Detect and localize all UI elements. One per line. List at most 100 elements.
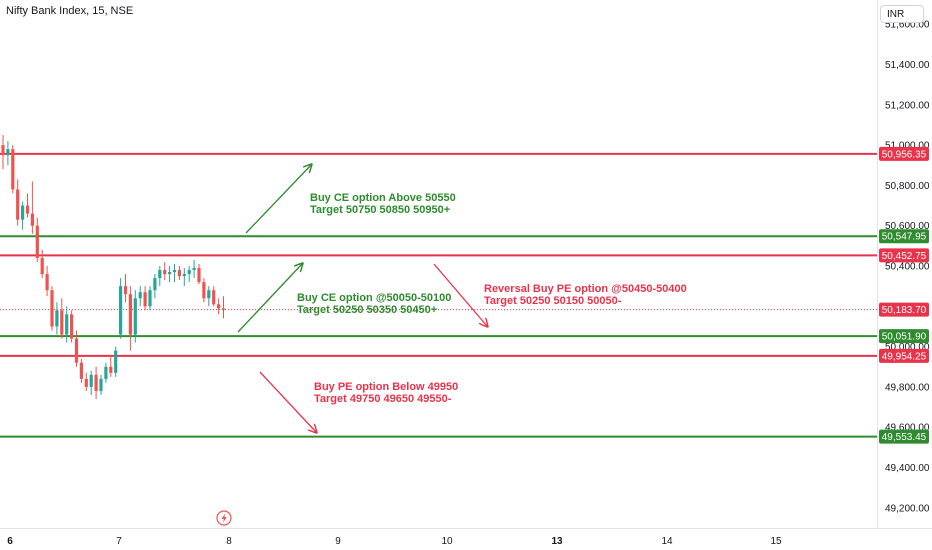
horizontal-levels	[0, 152, 877, 438]
time-axis[interactable]: 6 7 8 9 10 13 14 15	[0, 528, 932, 548]
x-tick-label: 10	[441, 536, 453, 547]
x-tick-label: 14	[661, 536, 673, 547]
candle-body	[30, 213, 34, 226]
y-tick-label: 51,000.00	[885, 141, 930, 152]
candle	[172, 264, 177, 283]
candle	[119, 278, 123, 339]
candle-body	[138, 292, 142, 299]
candle	[1, 135, 5, 170]
candle-body	[163, 270, 167, 275]
candle-body	[99, 378, 103, 391]
level-price-tag: 49,954.25	[879, 348, 929, 363]
x-tick-label: 8	[226, 536, 232, 547]
x-tick-label: 15	[770, 536, 782, 547]
x-tick-label: 6	[7, 536, 13, 547]
level-price-tag: 50,956.35	[879, 146, 929, 161]
candle	[153, 274, 157, 299]
candle	[123, 274, 128, 303]
candle-body	[168, 272, 172, 275]
candle	[114, 346, 118, 377]
candle	[212, 286, 216, 307]
candle	[11, 145, 15, 194]
candle-body	[119, 286, 123, 335]
candle	[138, 286, 142, 307]
candle	[133, 290, 137, 343]
candle-body	[114, 350, 118, 373]
candle-body	[133, 298, 137, 335]
y-tick-label: 51,400.00	[885, 60, 930, 71]
candle-body	[55, 310, 59, 327]
annotation-line: Target 50250 50350 50450+	[297, 304, 437, 316]
candle-body	[1, 145, 5, 156]
level-price-tag: 49,553.45	[879, 429, 929, 444]
price-tag-label: 50,183.70	[882, 305, 927, 316]
candle	[207, 286, 211, 307]
candle	[60, 298, 64, 339]
candle	[89, 370, 93, 395]
candle	[70, 310, 74, 343]
candle	[104, 362, 108, 383]
price-axis[interactable]: 51,600.00 51,400.00 51,200.00 51,000.00 50,8…	[877, 0, 930, 528]
y-tick-label: 51,600.00	[885, 20, 930, 31]
candle-body	[153, 278, 157, 291]
y-tick-label: 51,200.00	[885, 100, 930, 111]
candle-body	[104, 366, 108, 379]
candle	[163, 261, 167, 281]
lightning-bolt	[221, 513, 227, 523]
candle	[84, 372, 88, 391]
price-tag-label: 49,553.45	[882, 432, 927, 443]
candle	[168, 266, 172, 283]
annotation-line: Buy CE option @50050-50100	[297, 292, 451, 304]
candle	[143, 286, 147, 311]
candle	[128, 286, 132, 351]
candle	[65, 306, 69, 343]
price-tag-bg	[879, 329, 929, 344]
candle-body	[197, 268, 201, 283]
candle	[99, 374, 103, 395]
candle	[74, 330, 79, 367]
y-tick-label: 50,000.00	[885, 342, 930, 353]
price-tag-label: 50,956.35	[882, 149, 927, 160]
candle-body	[89, 374, 93, 387]
y-tick-label: 50,600.00	[885, 221, 930, 232]
candle-body	[172, 270, 177, 273]
price-tag-label: 49,954.25	[882, 351, 927, 362]
candle	[16, 179, 20, 226]
trend-arrow[interactable]	[237, 264, 302, 333]
annotation-line: Target 50750 50850 50950+	[310, 204, 450, 216]
candle	[79, 358, 83, 383]
y-tick-label: 49,200.00	[885, 503, 930, 514]
candle	[50, 286, 54, 331]
candle-body	[158, 270, 162, 279]
candle-body	[11, 149, 15, 190]
candle	[187, 266, 191, 283]
price-tag-bg	[879, 229, 929, 244]
trend-arrow[interactable]	[259, 371, 316, 432]
replay-button[interactable]	[216, 510, 232, 526]
candle	[25, 193, 30, 218]
candle	[55, 302, 59, 335]
annotation-line: Reversal Buy PE option @50450-50400	[484, 283, 687, 295]
candle-body	[25, 205, 30, 214]
candle	[192, 259, 196, 279]
candle-body	[177, 270, 181, 277]
trend-arrow[interactable]	[245, 165, 311, 234]
candle	[109, 354, 113, 377]
candle-body	[123, 286, 128, 295]
y-tick-label: 50,800.00	[885, 181, 930, 192]
candle	[182, 268, 186, 287]
currency-selector[interactable]: INR	[880, 5, 924, 23]
candle-body	[143, 292, 147, 307]
candle-body	[84, 378, 88, 387]
candle-body	[192, 268, 196, 271]
annotation-line: Buy CE option Above 50550	[310, 192, 456, 204]
last-price-tag: 50,183.70	[879, 302, 929, 317]
annotation[interactable]: Reversal Buy PE option @50450-50400Targe…	[484, 283, 687, 307]
trend-arrow[interactable]	[433, 263, 487, 326]
candle	[221, 296, 226, 319]
